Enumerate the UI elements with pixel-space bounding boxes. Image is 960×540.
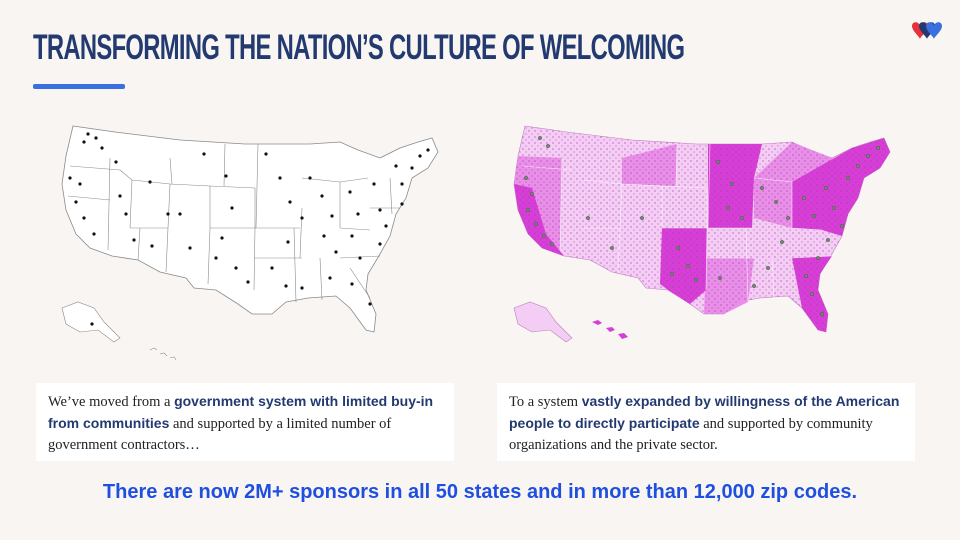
caption-right-pre: To a system [509,394,582,410]
caption-left-post: and supported by a limited number of gov… [48,416,392,453]
left-map-dots [68,132,430,326]
us-map-expanded-system [513,125,891,343]
caption-right: To a system vastly expanded by willingne… [497,383,915,461]
us-map-government-system [61,125,439,361]
caption-right-bold: vastly expanded by willingness of the Am… [509,393,900,431]
sponsors-statement: There are now 2M+ sponsors in all 50 sta… [102,481,858,503]
caption-left-bold: government system with limited buy-in fr… [48,393,434,431]
title-underline [33,84,125,89]
caption-right-post: and supported by community organizations… [509,416,873,453]
page-title: TRANSFORMING THE NATION’S CULTURE OF WEL… [33,28,685,67]
caption-left-pre: We’ve moved from a [48,394,175,410]
right-map-dots [524,136,880,316]
hearts-logo-icon [912,22,942,39]
caption-left: We’ve moved from a government system wit… [36,383,454,461]
